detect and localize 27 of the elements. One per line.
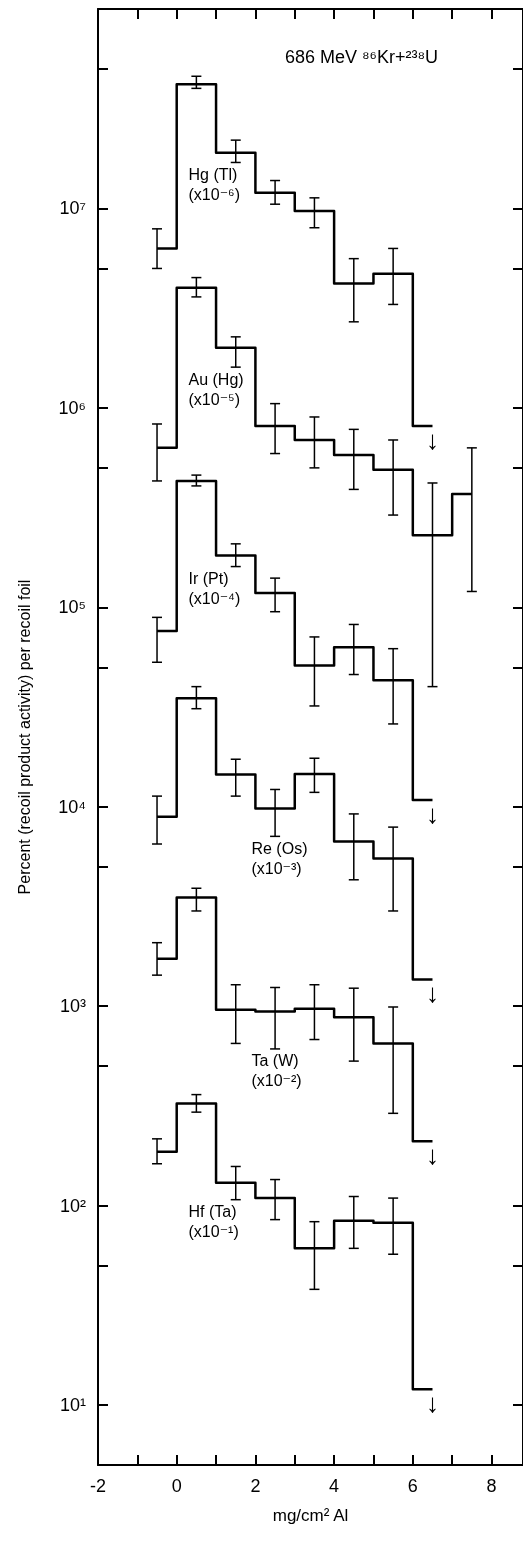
x-axis-title: mg/cm² Al <box>272 1506 349 1525</box>
series-label: Ir (Pt) (x10⁻⁴) <box>188 570 241 608</box>
x-tick-label: 0 <box>171 1476 182 1496</box>
x-tick-label: 8 <box>486 1476 497 1496</box>
annotation: ↓ <box>425 1388 439 1419</box>
y-tick-label: 10⁷ <box>59 198 86 219</box>
annotation: ↓ <box>425 425 439 456</box>
x-tick-label: 4 <box>329 1476 340 1496</box>
y-tick-label: 10⁶ <box>58 397 86 418</box>
annotation: ↓ <box>425 1140 439 1171</box>
series-label: Re (Os) (x10⁻³) <box>251 839 308 877</box>
series-label: Au (Hg) (x10⁻⁵) <box>188 370 244 408</box>
y-tick-label: 10¹ <box>59 1394 87 1415</box>
text: Ta (W) (x10⁻²) <box>251 1052 302 1090</box>
x-tick-label: -2 <box>89 1476 107 1496</box>
annotation: ↓ <box>425 799 439 830</box>
y-tick-label: 10⁵ <box>58 597 86 618</box>
y-axis-title: Percent (recoil product activity) per recoil foil <box>15 579 33 895</box>
x-tick-label: 2 <box>250 1476 261 1496</box>
x-tick-label: 6 <box>407 1476 418 1496</box>
text: 686 MeV ⁸⁶Kr+²³⁸U <box>284 47 439 67</box>
series-label: Hf (Ta) (x10⁻¹) <box>188 1203 239 1241</box>
series-label: Hg (Tl) (x10⁻⁶) <box>188 165 240 203</box>
annotation: ↓ <box>425 978 439 1009</box>
y-tick-label: 10⁴ <box>58 796 86 817</box>
y-tick-label: 10² <box>59 1195 87 1216</box>
y-tick-label: 10³ <box>59 996 87 1017</box>
